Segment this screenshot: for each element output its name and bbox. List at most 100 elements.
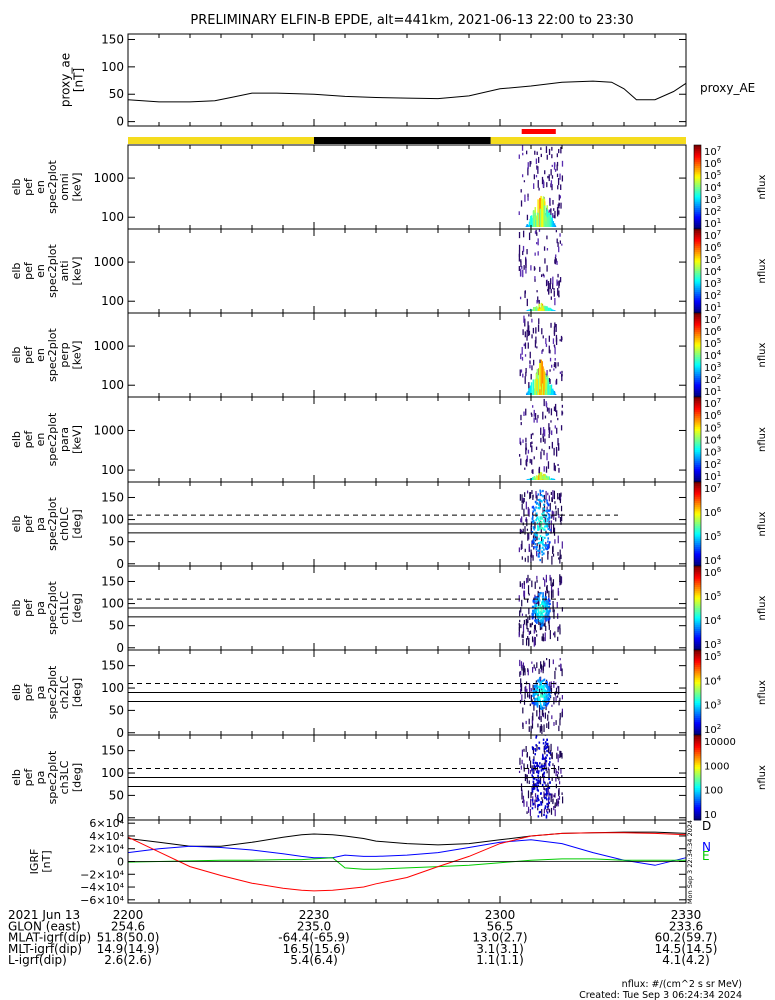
colorbar-cell [694, 557, 701, 561]
pitch-core-bin [541, 616, 543, 619]
spectrum-speck [526, 214, 529, 221]
pitch-core-bin [535, 618, 538, 622]
pitch-core-bin [532, 758, 535, 762]
colorbar-cell [694, 426, 701, 430]
spectrogram-cells [518, 145, 564, 227]
pitch-speck [527, 669, 529, 676]
pitch-core-bin [539, 780, 541, 783]
y-tick-label: 1000 [93, 339, 124, 353]
pitch-speck [520, 783, 523, 792]
proxy-ae-legend: proxy_AE [700, 81, 755, 95]
pitch-speck [559, 581, 561, 586]
spectrum-speck [525, 265, 527, 274]
pitch-core-bin [533, 528, 536, 531]
pitch-core-bin [543, 781, 545, 784]
y-tick-label: 150 [101, 32, 124, 46]
colorbar-cell [694, 503, 701, 506]
pitch-core-bin [546, 811, 549, 814]
colorbar-cell [694, 624, 701, 628]
pa_ch2-ylabel-line: spec2plot [46, 665, 59, 719]
colorbar-cell [694, 652, 701, 655]
pitch-core-bin [538, 594, 541, 597]
pitch-speck [552, 579, 555, 587]
spectrum-speck [558, 148, 560, 154]
colorbar-cell [694, 494, 701, 498]
colorbar-tick-exponent: 2 [717, 205, 721, 213]
pitch-core-bin [542, 610, 544, 614]
spectrum-speck [527, 331, 530, 337]
spectrum-core-bin [528, 478, 531, 480]
pitch-speck [552, 547, 554, 554]
pitch-speck [543, 637, 545, 642]
pitch-speck [520, 607, 522, 613]
pitch-speck [544, 614, 546, 623]
pitch-speck [556, 601, 558, 608]
pitch-core-bin [548, 516, 550, 519]
pitch-speck [530, 554, 532, 564]
pitch-speck [543, 660, 545, 667]
pitch-core-bin [543, 503, 545, 506]
colorbar-cell [694, 361, 701, 364]
pitch-core-bin [539, 703, 542, 706]
colorbar-tick-exponent: 7 [717, 229, 721, 237]
pitch-core-bin [532, 701, 534, 705]
colorbar-tick-exponent: 5 [717, 650, 721, 658]
colorbar-cell [694, 441, 701, 445]
spectrum-speck [537, 166, 539, 174]
colorbar-tick-exponent: 6 [717, 325, 722, 333]
pitch-speck [559, 549, 561, 557]
pitch-core-bin [545, 596, 547, 599]
colorbar-cell [694, 153, 701, 156]
colorbar-cell [694, 764, 701, 768]
spectrum-core-bin [528, 309, 530, 311]
pitch-speck [526, 688, 528, 693]
colorbar-cell [694, 247, 701, 251]
pitch-speck [531, 622, 533, 626]
colorbar-cell [694, 758, 701, 761]
pitch-core-bin [548, 786, 551, 789]
pitch-core-bin [533, 546, 535, 549]
colorbar-cell [694, 452, 701, 455]
science-zone-marker [521, 129, 556, 134]
pitch-core-bin [547, 527, 550, 531]
pitch-speck [558, 557, 560, 560]
pa_ch1-ylabel-line: spec2plot [46, 581, 59, 635]
spectrum-speck [545, 338, 547, 345]
spectrum-speck [525, 437, 527, 443]
pitch-core-bin [548, 777, 550, 781]
pitch-core-bin [534, 597, 536, 600]
spectrum-speck [542, 273, 544, 277]
ephemeris-row-label: MLT-igrf(dip) [8, 942, 82, 956]
pitch-speck [527, 790, 530, 799]
pitch-speck [526, 519, 528, 527]
spectrum-core-bin [542, 306, 544, 311]
pitch-speck [521, 694, 523, 701]
pitch-speck [543, 503, 546, 512]
spectrum-core-bin [553, 390, 556, 395]
spectrum-speck [556, 173, 559, 178]
pitch-core-bin [535, 546, 537, 549]
colorbar-cell [694, 433, 701, 436]
pitch-speck [537, 807, 539, 811]
pitch-core-bin [531, 774, 534, 777]
pa_ch2-ylabel-line: pa [34, 686, 47, 700]
colorbar-cell [694, 515, 701, 519]
y-tick-label: 1000 [93, 423, 124, 437]
spectrum-speck [557, 417, 559, 421]
spectrum-speck [550, 288, 552, 294]
pitch-speck [552, 582, 554, 587]
spectrum-speck [537, 238, 539, 246]
spectrum-speck [555, 334, 558, 342]
pitch-speck [530, 549, 532, 556]
spectrum-speck [553, 406, 556, 412]
spectrum-core-bin [526, 224, 528, 227]
pitch-speck [524, 492, 526, 497]
pitch-speck [548, 659, 551, 668]
pitch-core-bin [532, 539, 535, 542]
pa_ch3-ylabel-line: elb [10, 769, 23, 786]
pitch-speck [523, 748, 525, 752]
spectrum-speck [543, 466, 545, 472]
spectrum-speck [520, 200, 523, 207]
